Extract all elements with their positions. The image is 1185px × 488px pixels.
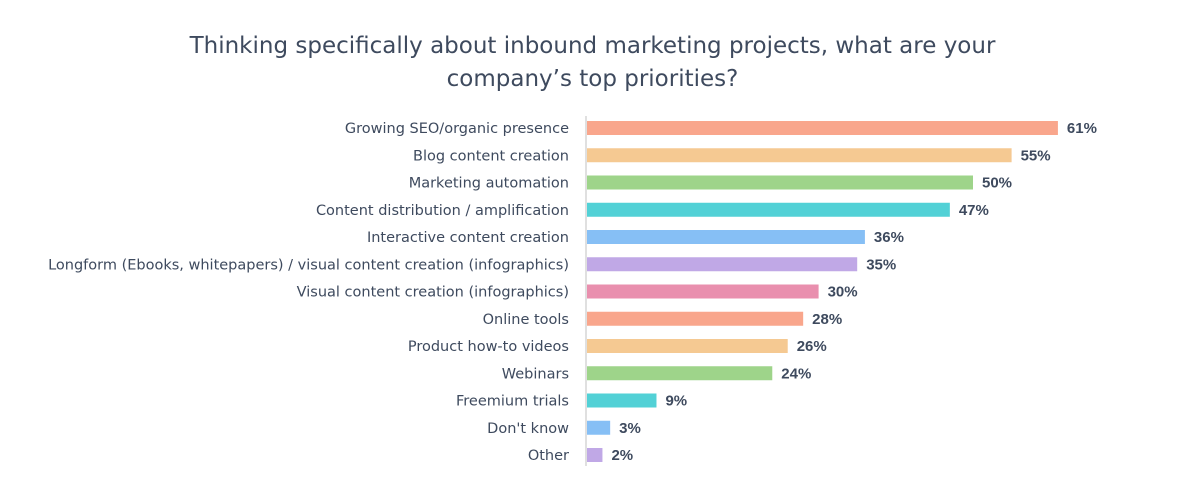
- bar: [587, 230, 865, 244]
- chart-title: Thinking specifically about inbound mark…: [0, 30, 1185, 96]
- value-label: 35%: [866, 256, 896, 273]
- value-label: 26%: [797, 338, 827, 355]
- category-label: Marketing automation: [409, 176, 569, 192]
- category-label: Content distribution / amplification: [316, 203, 569, 219]
- category-label: Product how-to videos: [408, 339, 569, 355]
- value-label: 61%: [1067, 120, 1097, 137]
- category-label: Freemium trials: [456, 394, 569, 410]
- bar: [587, 448, 603, 462]
- category-label: Don't know: [487, 421, 569, 437]
- category-label: Growing SEO/organic presence: [345, 121, 569, 137]
- chart-title-line-1: Thinking specifically about inbound mark…: [189, 33, 996, 59]
- category-label: Interactive content creation: [367, 230, 569, 246]
- bar: [587, 148, 1012, 163]
- category-label: Webinars: [502, 366, 569, 382]
- category-label: Blog content creation: [413, 148, 569, 164]
- value-label: 30%: [828, 284, 858, 301]
- category-label: Other: [528, 448, 569, 464]
- category-label: Visual content creation (infographics): [297, 285, 569, 301]
- bar: [587, 121, 1058, 135]
- bar: [587, 420, 611, 435]
- chart-title-line-2: company’s top priorities?: [446, 66, 739, 92]
- bar: [587, 202, 950, 217]
- value-label: 9%: [665, 393, 687, 410]
- bar: [587, 311, 804, 326]
- category-label: Online tools: [483, 312, 569, 328]
- bar: [587, 366, 773, 381]
- value-label: 24%: [781, 365, 811, 382]
- value-label: 2%: [611, 447, 633, 464]
- bar: [587, 257, 858, 272]
- bar: [587, 284, 819, 299]
- category-label: Longform (Ebooks, whitepapers) / visual …: [48, 257, 569, 273]
- value-label: 50%: [982, 175, 1012, 192]
- value-label: 47%: [959, 202, 989, 219]
- value-label: 55%: [1021, 147, 1051, 164]
- bar: [587, 393, 657, 408]
- bar: [587, 339, 788, 353]
- bars-group: Growing SEO/organic presence 61% Blog cont…: [48, 116, 1097, 466]
- bar: [587, 175, 973, 190]
- value-label: 36%: [874, 229, 904, 246]
- value-label: 28%: [812, 311, 842, 328]
- value-label: 3%: [619, 420, 641, 437]
